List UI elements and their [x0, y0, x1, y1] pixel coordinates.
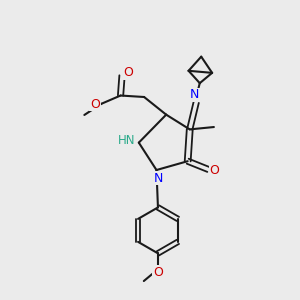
Text: N: N — [153, 172, 163, 185]
Text: O: O — [153, 266, 163, 279]
Text: HN: HN — [118, 134, 135, 147]
Text: O: O — [209, 164, 219, 177]
Text: O: O — [124, 66, 134, 79]
Text: N: N — [190, 88, 200, 101]
Text: O: O — [90, 98, 100, 111]
